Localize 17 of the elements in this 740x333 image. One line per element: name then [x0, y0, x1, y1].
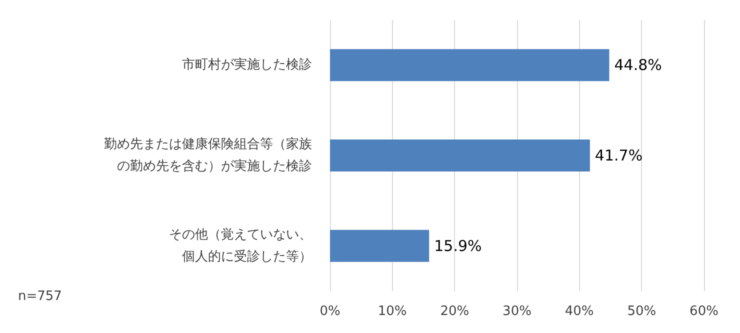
- y-tick-label: 市町村が実施した検診: [182, 56, 312, 73]
- data-label: 15.9%: [434, 236, 482, 255]
- x-tick-label: 10%: [378, 304, 407, 319]
- bar: [330, 49, 610, 82]
- data-label: 44.8%: [614, 56, 662, 74]
- data-label: 41.7%: [594, 146, 643, 164]
- y-tick-label: 勤め先または健康保険組合等（家族の勤め先を含む）が実施した検診: [104, 136, 312, 174]
- x-tick-label: 0%: [320, 304, 340, 319]
- x-tick-label: 40%: [564, 304, 594, 319]
- y-tick-label: その他（覚えていない、個人的に受診した等）: [169, 227, 312, 264]
- x-tick-label: 20%: [440, 304, 470, 319]
- x-tick-label: 30%: [502, 304, 532, 319]
- x-tick-label: 50%: [627, 304, 656, 319]
- x-tick-label: 60%: [690, 304, 718, 319]
- bar: [330, 230, 430, 262]
- bar: [330, 140, 590, 172]
- text: n=757: [18, 289, 62, 304]
